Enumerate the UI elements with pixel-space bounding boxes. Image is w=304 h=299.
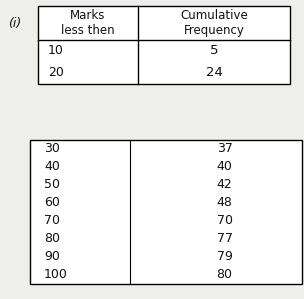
Text: 42: 42 bbox=[217, 179, 233, 191]
Text: 70: 70 bbox=[216, 214, 233, 228]
Text: 100: 100 bbox=[44, 269, 68, 281]
Text: 90: 90 bbox=[44, 251, 60, 263]
Text: 50: 50 bbox=[44, 179, 60, 191]
Bar bbox=[30, 140, 302, 284]
Text: 20: 20 bbox=[48, 66, 64, 80]
Text: 79: 79 bbox=[217, 251, 233, 263]
Text: 70: 70 bbox=[44, 214, 60, 228]
Bar bbox=[38, 6, 290, 84]
Text: 77: 77 bbox=[216, 233, 233, 245]
Text: 24: 24 bbox=[206, 66, 223, 80]
Text: 5: 5 bbox=[210, 45, 218, 57]
Text: (i): (i) bbox=[8, 16, 21, 30]
Text: 10: 10 bbox=[48, 45, 64, 57]
Text: 30: 30 bbox=[44, 143, 60, 155]
Text: Marks
less then: Marks less then bbox=[61, 9, 115, 37]
Text: 80: 80 bbox=[44, 233, 60, 245]
Text: 48: 48 bbox=[217, 196, 233, 210]
Text: 60: 60 bbox=[44, 196, 60, 210]
Text: 40: 40 bbox=[217, 161, 233, 173]
Text: Cumulative
Frequency: Cumulative Frequency bbox=[180, 9, 248, 37]
Text: 37: 37 bbox=[217, 143, 233, 155]
Text: 40: 40 bbox=[44, 161, 60, 173]
Text: 80: 80 bbox=[216, 269, 233, 281]
